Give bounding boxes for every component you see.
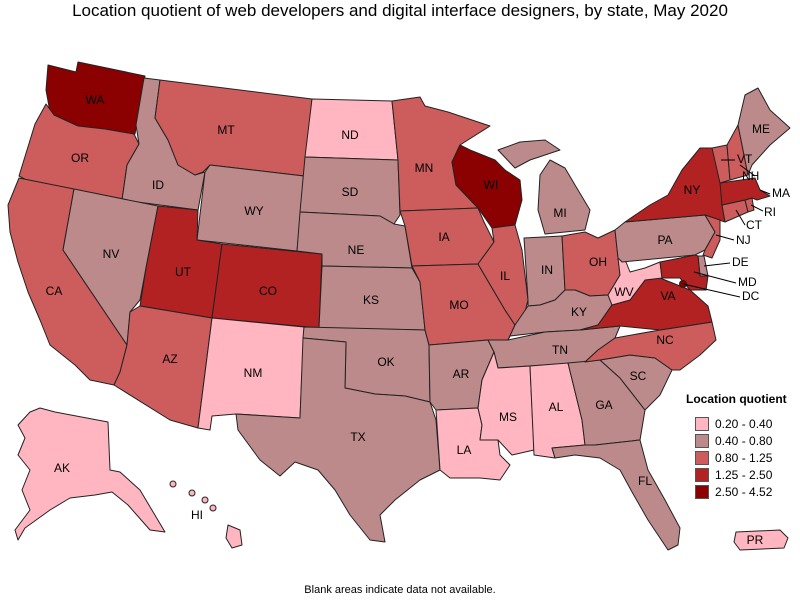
label-TN: TN xyxy=(552,343,568,357)
label-IA: IA xyxy=(438,230,449,244)
label-AK: AK xyxy=(54,461,70,475)
legend-item: 0.80 - 1.25 xyxy=(686,449,796,466)
state-AZ[interactable] xyxy=(113,305,213,429)
label-TX: TX xyxy=(350,430,365,444)
label-SD: SD xyxy=(342,185,359,199)
label-VT: VT xyxy=(737,152,753,166)
state-FL[interactable] xyxy=(551,439,681,551)
legend-label: 0.40 - 0.80 xyxy=(715,433,773,448)
label-NJ: NJ xyxy=(736,233,751,247)
label-GA: GA xyxy=(595,398,612,412)
label-PR: PR xyxy=(747,533,764,547)
legend-item: 1.25 - 2.50 xyxy=(686,466,796,483)
legend-item: 0.40 - 0.80 xyxy=(686,432,796,449)
legend-label: 0.20 - 0.40 xyxy=(715,416,773,431)
label-WA: WA xyxy=(86,93,105,107)
label-IL: IL xyxy=(500,269,510,283)
state-WV[interactable] xyxy=(607,257,663,306)
label-AZ: AZ xyxy=(162,352,177,366)
legend-swatch xyxy=(695,416,709,431)
legend-swatch xyxy=(695,467,709,482)
label-MA: MA xyxy=(772,186,790,200)
label-MT: MT xyxy=(217,123,235,137)
label-UT: UT xyxy=(175,265,192,279)
label-WY: WY xyxy=(244,204,263,218)
label-VA: VA xyxy=(660,289,675,303)
state-NJ[interactable] xyxy=(702,214,721,259)
label-ME: ME xyxy=(752,122,770,136)
label-PA: PA xyxy=(657,233,672,247)
state-PR[interactable] xyxy=(733,529,789,551)
label-ID: ID xyxy=(152,178,164,192)
label-MN: MN xyxy=(415,161,434,175)
label-MO: MO xyxy=(449,298,468,312)
legend-swatch xyxy=(695,484,709,499)
legend-label: 1.25 - 2.50 xyxy=(715,467,773,482)
label-DC: DC xyxy=(742,289,760,303)
legend: Location quotient 0.20 - 0.40 0.40 - 0.8… xyxy=(686,392,796,500)
label-AR: AR xyxy=(453,367,470,381)
label-OK: OK xyxy=(377,355,394,369)
state-HI[interactable] xyxy=(169,480,243,549)
label-NC: NC xyxy=(656,333,674,347)
label-KS: KS xyxy=(363,293,379,307)
legend-swatch xyxy=(695,450,709,465)
label-CT: CT xyxy=(746,218,763,232)
leader-line-de xyxy=(703,262,731,267)
leader-line-nh xyxy=(739,164,756,177)
state-MA[interactable] xyxy=(719,177,771,206)
leader-line-nj xyxy=(715,234,735,241)
legend-label: 0.80 - 1.25 xyxy=(715,450,773,465)
leader-line-dc xyxy=(682,283,741,298)
label-NY: NY xyxy=(684,183,701,197)
legend-label: 2.50 - 4.52 xyxy=(715,484,773,499)
state-WY[interactable] xyxy=(196,164,305,252)
state-MD[interactable] xyxy=(659,254,709,291)
label-KY: KY xyxy=(571,305,587,319)
label-OH: OH xyxy=(589,255,607,269)
legend-title: Location quotient xyxy=(686,392,787,406)
label-FL: FL xyxy=(638,474,652,488)
label-MS: MS xyxy=(499,410,517,424)
state-MS[interactable] xyxy=(477,351,535,456)
legend-item: 0.20 - 0.40 xyxy=(686,415,796,432)
label-MD: MD xyxy=(738,275,757,289)
leader-line-md xyxy=(693,271,737,284)
label-AL: AL xyxy=(549,400,564,414)
map-title: Location quotient of web developers and … xyxy=(72,1,728,20)
label-MI: MI xyxy=(553,206,566,220)
label-NV: NV xyxy=(103,247,120,261)
leader-line-ma xyxy=(759,189,771,195)
legend-item: 2.50 - 4.52 xyxy=(686,483,796,500)
label-NH: NH xyxy=(742,169,759,183)
state-TX[interactable] xyxy=(235,337,441,543)
label-HI: HI xyxy=(191,508,203,522)
label-WI: WI xyxy=(484,178,499,192)
leader-line-ri xyxy=(750,204,764,212)
state-VA[interactable] xyxy=(579,277,713,331)
state-NY[interactable] xyxy=(624,147,726,223)
legend-swatch xyxy=(695,433,709,448)
leader-line-ct xyxy=(735,209,746,226)
label-NE: NE xyxy=(348,243,365,257)
state-WI[interactable] xyxy=(451,144,523,229)
label-IN: IN xyxy=(541,263,553,277)
state-MI[interactable] xyxy=(497,139,591,235)
label-ND: ND xyxy=(341,128,359,142)
label-CO: CO xyxy=(259,284,277,298)
label-DE: DE xyxy=(732,255,749,269)
label-WV: WV xyxy=(614,285,633,299)
label-OR: OR xyxy=(71,151,89,165)
label-NM: NM xyxy=(244,366,263,380)
label-RI: RI xyxy=(764,205,776,219)
label-LA: LA xyxy=(457,443,472,457)
label-CA: CA xyxy=(46,284,63,298)
footnote: Blank areas indicate data not available. xyxy=(304,584,496,596)
state-AK[interactable] xyxy=(14,407,166,541)
label-SC: SC xyxy=(630,369,647,383)
